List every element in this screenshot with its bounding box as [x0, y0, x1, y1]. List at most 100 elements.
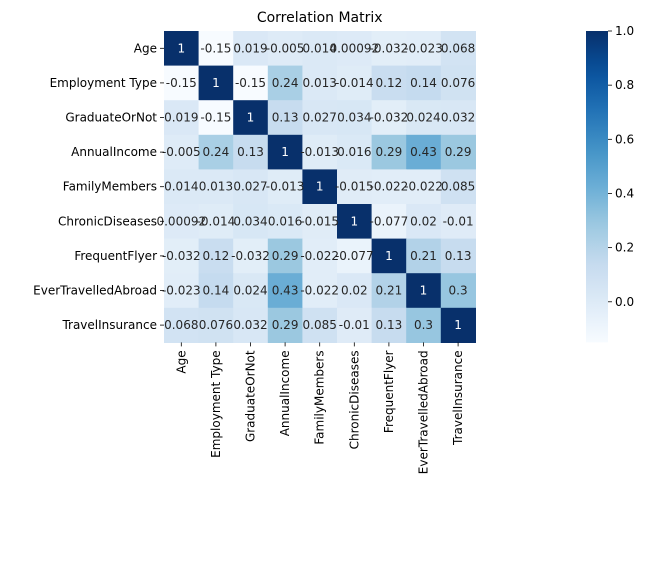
col-label-employment-type: Employment Type	[209, 350, 223, 457]
cell-value-r8-c0: 0.068	[164, 318, 198, 332]
row-label-travelinsurance: TravelInsurance	[61, 318, 157, 332]
heatmap-cell-r1-c0	[164, 65, 200, 101]
heatmap-cell-r5-c6	[371, 204, 407, 240]
colorbar-tick-label-3: 0.6	[615, 132, 634, 146]
heatmap-cell-r6-c3	[267, 238, 303, 274]
heatmap-cell-r8-c4	[302, 307, 338, 343]
col-label-annualincome: AnnualIncome	[278, 350, 292, 436]
cell-value-r5-c4: -0.015	[300, 214, 339, 228]
heatmap-cell-r1-c1	[198, 65, 234, 101]
heatmap-cell-r6-c2	[233, 238, 269, 274]
cell-value-r5-c1: -0.014	[197, 214, 236, 228]
cell-value-r4-c6: -0.022	[370, 180, 409, 194]
cell-value-r0-c1: -0.15	[200, 41, 231, 55]
heatmap-cell-r3-c4	[302, 134, 338, 170]
col-label-graduateornot: GraduateOrNot	[244, 350, 258, 442]
cell-value-r7-c2: 0.024	[233, 284, 267, 298]
heatmap-cell-r6-c0	[164, 238, 200, 274]
cell-value-r8-c7: 0.3	[414, 318, 433, 332]
colorbar	[586, 31, 608, 343]
heatmap-cell-r2-c6	[371, 100, 407, 136]
cell-value-r0-c3: -0.005	[266, 41, 305, 55]
cell-value-r5-c2: 0.034	[233, 214, 267, 228]
heatmap-cells	[164, 31, 476, 343]
heatmap-cell-r1-c4	[302, 65, 338, 101]
heatmap-cell-r8-c5	[337, 307, 373, 343]
col-label-familymembers: FamilyMembers	[313, 350, 327, 444]
heatmap-cell-r2-c8	[440, 100, 476, 136]
heatmap-cell-r2-c4	[302, 100, 338, 136]
heatmap-cell-r1-c5	[337, 65, 373, 101]
heatmap-cell-r3-c6	[371, 134, 407, 170]
cell-value-r3-c3: 1	[281, 145, 289, 159]
cell-value-r1-c4: 0.013	[303, 76, 337, 90]
cell-value-r5-c0: 0.00092	[156, 214, 206, 228]
heatmap-cell-r6-c4	[302, 238, 338, 274]
cell-value-r6-c2: -0.032	[231, 249, 270, 263]
cell-value-r7-c8: 0.3	[449, 284, 468, 298]
heatmap-cell-r2-c0	[164, 100, 200, 136]
heatmap-cell-r2-c1	[198, 100, 234, 136]
cell-value-r4-c7: -0.022	[404, 180, 443, 194]
heatmap-cell-r3-c5	[337, 134, 373, 170]
cell-value-r2-c6: -0.032	[370, 111, 409, 125]
colorbar-tick-label-0: 0.0	[615, 295, 634, 309]
heatmap-cell-r8-c2	[233, 307, 269, 343]
heatmap-cell-r0-c1	[198, 31, 234, 67]
cell-value-r8-c4: 0.085	[303, 318, 337, 332]
heatmap-cell-r6-c5	[337, 238, 373, 274]
cell-value-r1-c7: 0.14	[410, 76, 437, 90]
heatmap-cell-r1-c7	[406, 65, 442, 101]
heatmap-cell-r0-c2	[233, 31, 269, 67]
cell-value-r1-c0: -0.15	[166, 76, 197, 90]
cell-value-r8-c8: 1	[454, 318, 462, 332]
cell-value-r4-c3: -0.013	[266, 180, 305, 194]
cell-value-r6-c1: 0.12	[203, 249, 230, 263]
heatmap-cell-r8-c1	[198, 307, 234, 343]
cell-value-r3-c1: 0.24	[203, 145, 230, 159]
heatmap-cell-r8-c3	[267, 307, 303, 343]
cell-value-r3-c0: -0.005	[162, 145, 201, 159]
cell-value-r8-c2: 0.032	[233, 318, 267, 332]
heatmap-cell-r3-c0	[164, 134, 200, 170]
heatmap-cell-r8-c6	[371, 307, 407, 343]
heatmap-cell-r3-c8	[440, 134, 476, 170]
heatmap-cell-r7-c8	[440, 273, 476, 309]
col-label-travelinsurance: TravelInsurance	[451, 350, 465, 446]
cell-value-r7-c7: 1	[420, 284, 428, 298]
cell-value-r6-c8: 0.13	[445, 249, 472, 263]
heatmap-cell-r2-c3	[267, 100, 303, 136]
cell-value-r3-c2: 0.13	[237, 145, 264, 159]
cell-value-r7-c1: 0.14	[203, 284, 230, 298]
colorbar-tick-label-4: 0.8	[615, 78, 634, 92]
row-label-evertravelledabroad: EverTravelledAbroad	[33, 284, 157, 298]
heatmap-cell-r1-c6	[371, 65, 407, 101]
cell-value-r8-c1: 0.076	[199, 318, 233, 332]
heatmap-cell-r7-c2	[233, 273, 269, 309]
cell-value-r3-c8: 0.29	[445, 145, 472, 159]
heatmap-cell-r5-c5	[337, 204, 373, 240]
cell-value-r1-c6: 0.12	[376, 76, 403, 90]
heatmap-cell-r4-c3	[267, 169, 303, 205]
heatmap-cell-r6-c1	[198, 238, 234, 274]
row-label-employment-type: Employment Type	[50, 76, 157, 90]
cell-value-r4-c1: 0.013	[199, 180, 233, 194]
col-label-age: Age	[174, 350, 188, 373]
heatmap-cell-r5-c1	[198, 204, 234, 240]
heatmap-cell-r3-c1	[198, 134, 234, 170]
cell-value-r2-c4: 0.027	[303, 111, 337, 125]
row-label-frequentflyer: FrequentFlyer	[74, 249, 157, 263]
cell-value-r6-c0: -0.032	[162, 249, 201, 263]
cell-value-r5-c6: -0.077	[370, 214, 409, 228]
cell-value-r7-c4: -0.022	[300, 284, 339, 298]
heatmap-cell-r6-c6	[371, 238, 407, 274]
heatmap-cell-r7-c1	[198, 273, 234, 309]
cell-value-r4-c5: -0.015	[335, 180, 374, 194]
heatmap-cell-r0-c7	[406, 31, 442, 67]
cell-value-r7-c0: -0.023	[162, 284, 201, 298]
col-label-frequentflyer: FrequentFlyer	[382, 350, 396, 433]
cell-value-r1-c8: 0.076	[441, 76, 475, 90]
heatmap-cell-r5-c0	[164, 204, 200, 240]
heatmap-cell-r4-c5	[337, 169, 373, 205]
